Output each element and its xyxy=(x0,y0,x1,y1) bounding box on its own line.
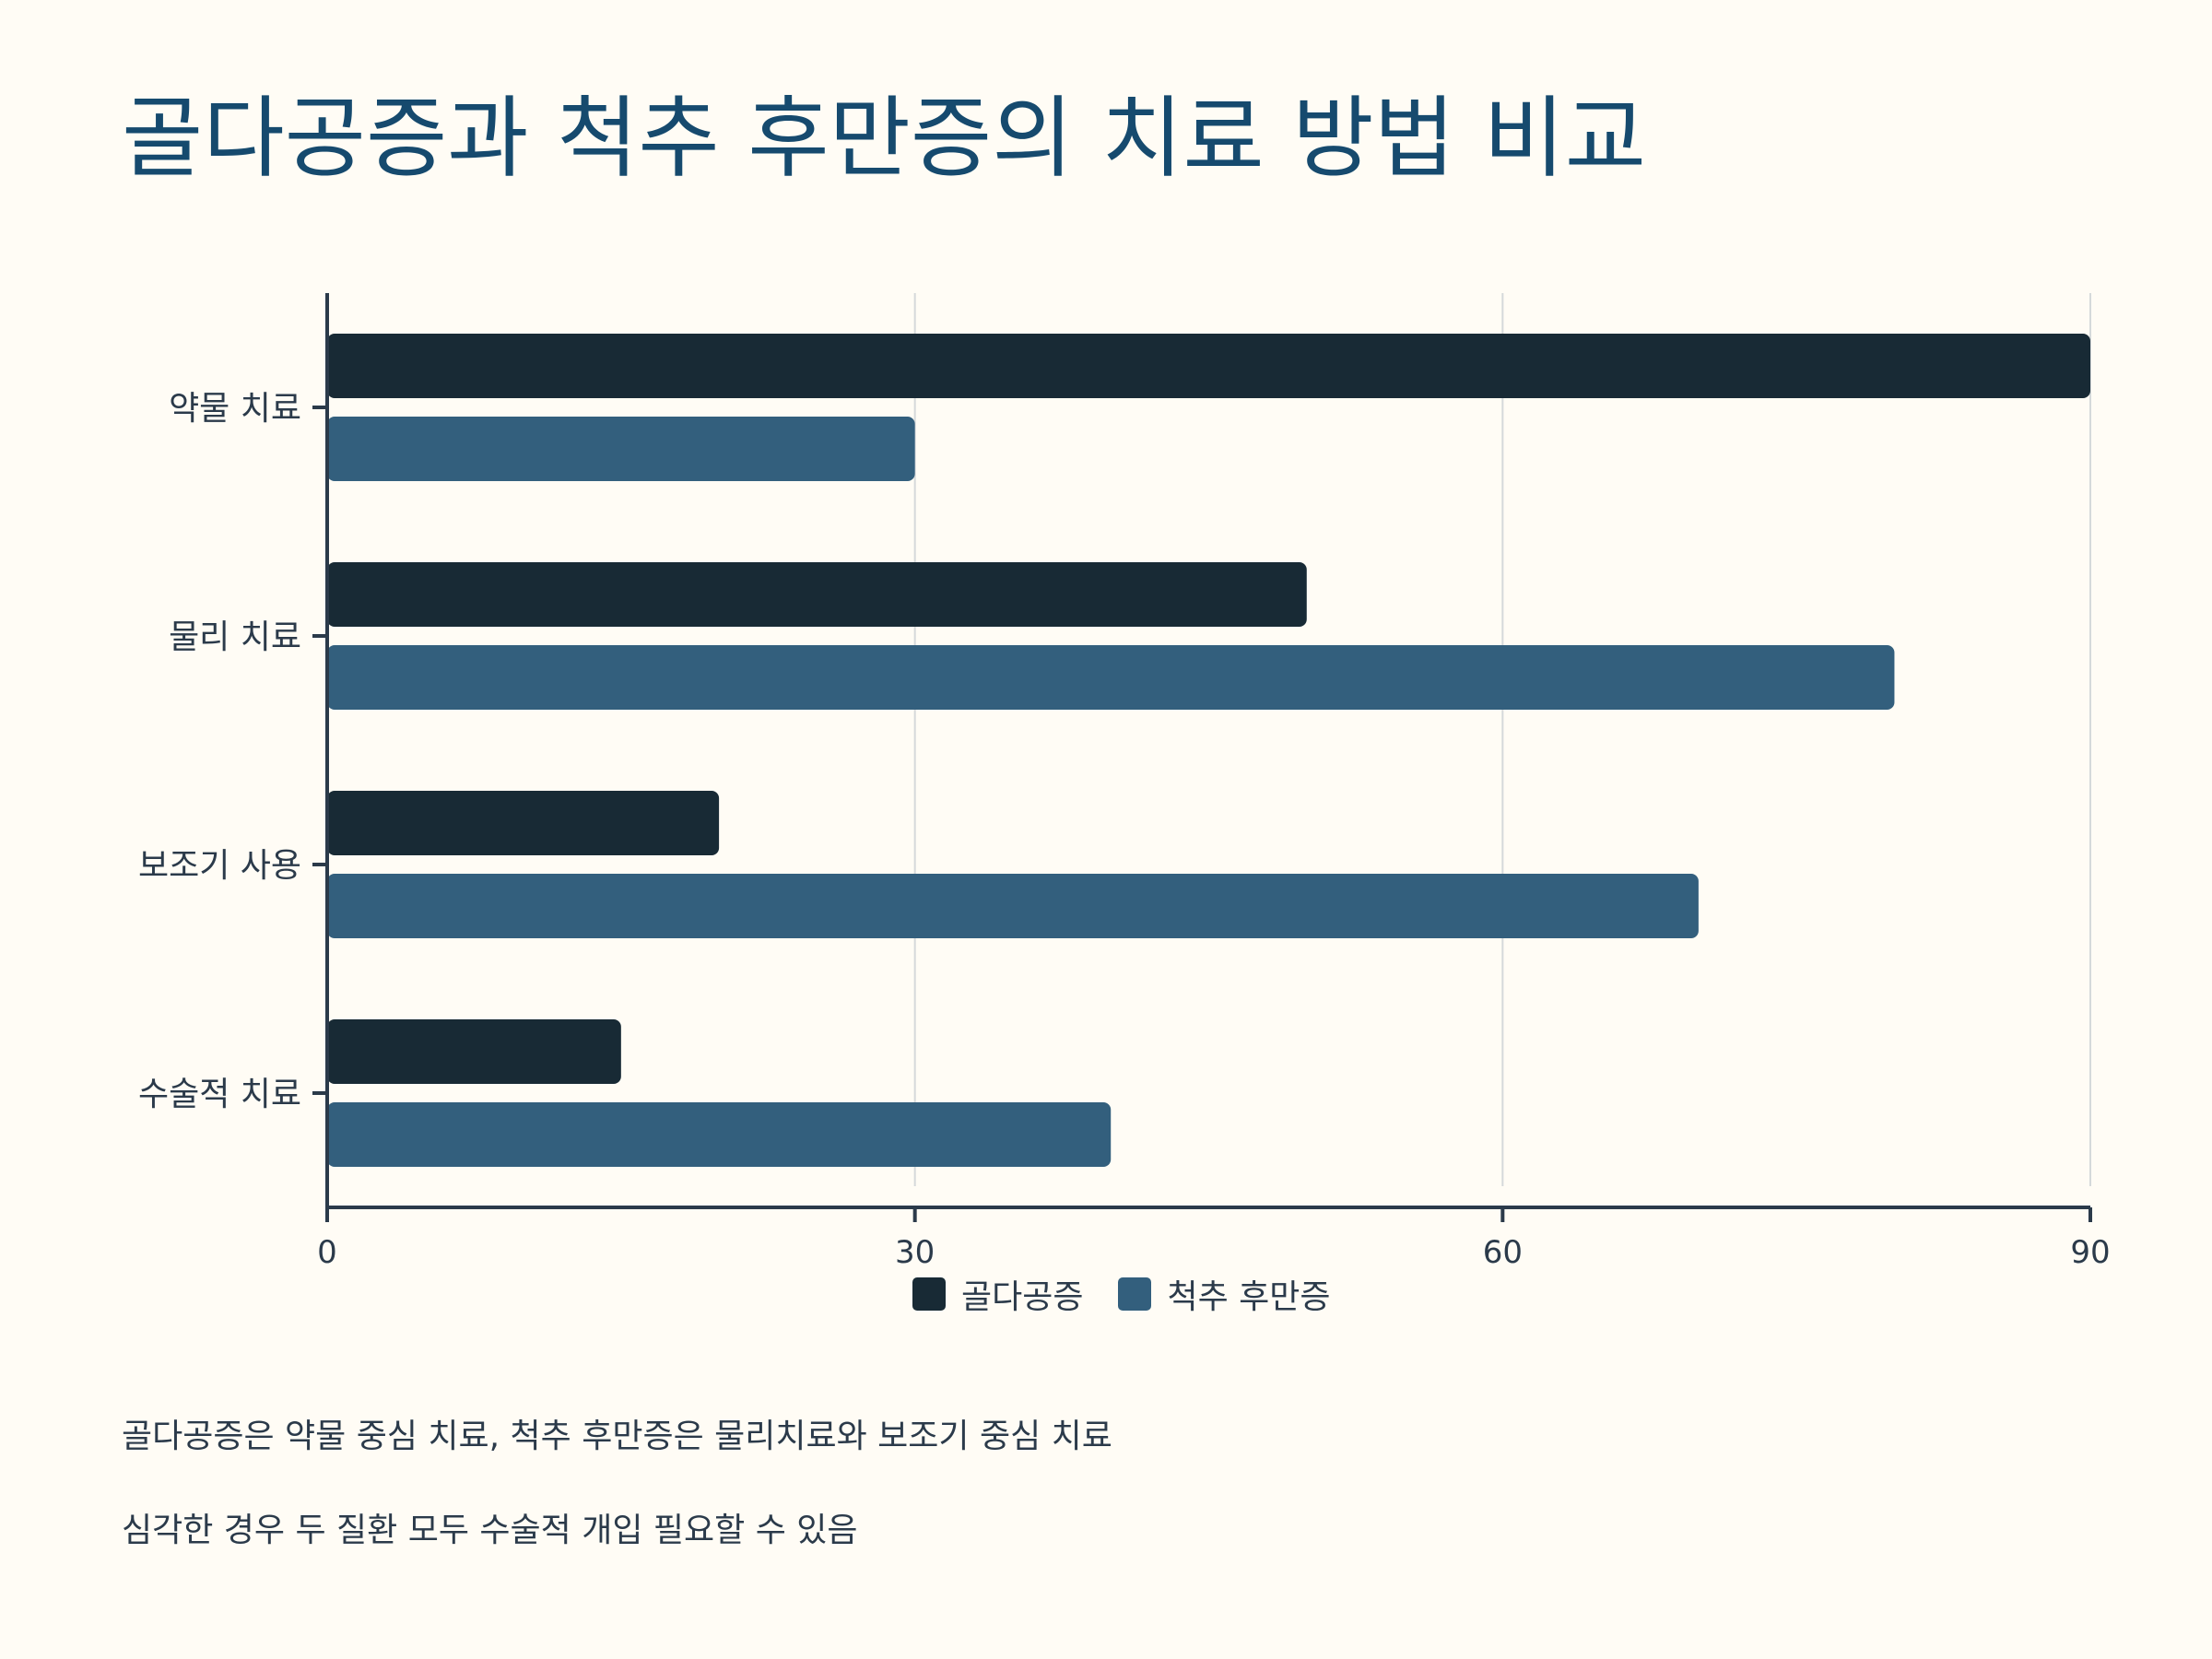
y-tick-label-0: 약물 치료 xyxy=(169,390,301,428)
bar-series0-cat3[interactable] xyxy=(327,1019,621,1084)
chart-title: 골다공증과 척추 후만증의 치료 방법 비교 xyxy=(122,87,1647,190)
bars xyxy=(327,334,2090,1167)
legend-item-kyphosis[interactable]: 척추 후만증 xyxy=(1118,1270,1331,1318)
y-tick-label-3: 수술적 치료 xyxy=(138,1076,301,1113)
note-line-2: 심각한 경우 두 질환 모두 수술적 개입 필요할 수 있음 xyxy=(122,1512,858,1549)
x-tick-label-1: 30 xyxy=(895,1234,935,1271)
legend-item-osteoporosis[interactable]: 골다공증 xyxy=(912,1270,1083,1318)
legend-label-osteoporosis: 골다공증 xyxy=(961,1278,1084,1316)
legend: 골다공증 척추 후만증 xyxy=(912,1270,1366,1318)
bar-series0-cat1[interactable] xyxy=(327,562,1307,627)
axes xyxy=(312,293,2092,1222)
grid-lines xyxy=(913,293,2091,1186)
x-tick-label-2: 60 xyxy=(1483,1234,1523,1271)
bar-series1-cat2[interactable] xyxy=(327,874,1699,938)
bar-series0-cat2[interactable] xyxy=(327,791,720,855)
bar-series0-cat0[interactable] xyxy=(327,334,2090,398)
note-line-1: 골다공증은 약물 중심 치료, 척추 후만증은 물리치료와 보조기 중심 치료 xyxy=(122,1418,1112,1455)
bar-series1-cat0[interactable] xyxy=(327,417,915,481)
legend-swatch-osteoporosis xyxy=(912,1277,946,1311)
legend-swatch-kyphosis xyxy=(1118,1277,1152,1311)
x-tick-label-0: 0 xyxy=(317,1234,337,1271)
y-tick-label-2: 보조기 사용 xyxy=(138,847,301,885)
y-tick-label-1: 물리 치료 xyxy=(169,618,301,656)
x-tick-label-3: 90 xyxy=(2070,1234,2110,1271)
bar-series1-cat1[interactable] xyxy=(327,645,1895,710)
legend-label-kyphosis: 척추 후만증 xyxy=(1167,1278,1331,1316)
bar-series1-cat3[interactable] xyxy=(327,1102,1112,1167)
notes: 골다공증은 약물 중심 치료, 척추 후만증은 물리치료와 보조기 중심 치료 … xyxy=(122,1415,1112,1603)
